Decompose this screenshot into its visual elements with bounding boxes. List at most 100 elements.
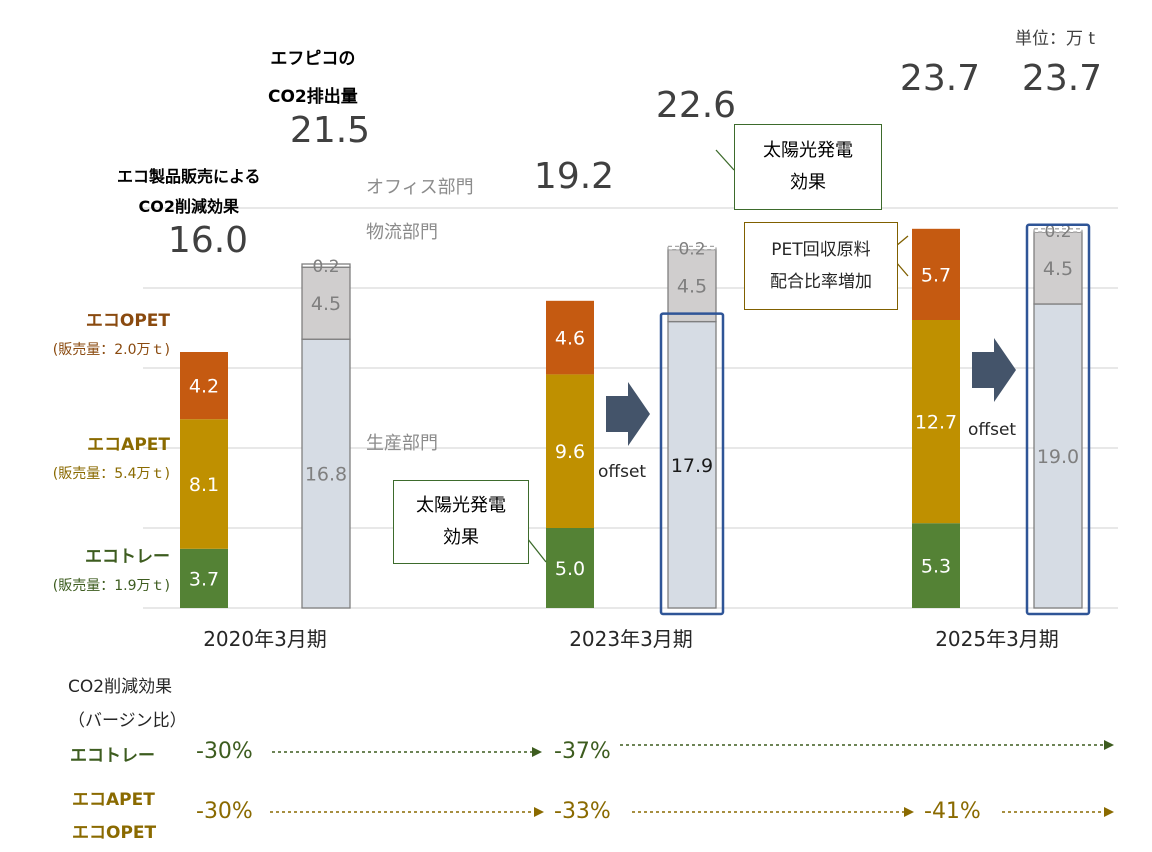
emission-logistics-value-1: 4.5 [677, 276, 707, 298]
solar-callout-2020-line2: 効果 [443, 527, 479, 548]
eco-tray-bar-2 [912, 523, 960, 608]
eco-header-line2: CO2削減効果 [138, 197, 239, 216]
unit-label: 単位：万 t [1015, 29, 1096, 49]
legend-opet-sub: (販売量：2.0万ｔ) [52, 342, 170, 358]
emission-total-0: 21.5 [290, 110, 370, 151]
offset-highlight-box-2 [1025, 223, 1091, 616]
solar-callout-2023: 太陽光発電 効果 [734, 124, 882, 210]
offset-label-2023: offset [598, 462, 647, 482]
tray-arrow-1-head [532, 747, 542, 757]
eco-opet-value-0: 4.2 [189, 376, 219, 398]
emission-logistics-value-2: 4.5 [1043, 258, 1073, 280]
emission-header-line1: エフピコの [270, 49, 356, 69]
legend-apet: エコAPET (販売量：5.4万ｔ) [53, 430, 170, 483]
dept-production-label: 生産部門 [366, 433, 438, 454]
emission-production-value-2: 19.0 [1037, 446, 1079, 468]
eco-header: エコ製品販売による CO2削減効果 [117, 162, 261, 222]
solar-callout-2023-line1: 太陽光発電 [763, 140, 853, 161]
offset-arrow-2025 [972, 338, 1016, 402]
solar-callout-2020: 太陽光発電 効果 [393, 480, 529, 564]
eco-tray-value-1: 5.0 [555, 558, 585, 580]
reduction-title-line2: （バージン比） [68, 711, 187, 731]
emission-office-bar-2 [1033, 228, 1083, 233]
apet-arrow-2-head [904, 807, 914, 817]
emission-logistics-bar-1 [667, 248, 717, 323]
reduction-title-line1: CO2削減効果 [68, 677, 173, 697]
bars: 3.7 8.1 4.2 16.0 16.8 4.5 0.2 21.5 2020年3月期 5.0 9.… [168, 58, 1102, 651]
legend-apet-title: エコAPET [87, 435, 170, 455]
offset-highlight-box-1 [659, 312, 725, 616]
emission-total-1: 22.6 [656, 85, 736, 126]
pet-callout: PET回収原料 配合比率増加 [744, 222, 898, 310]
category-label-2: 2025年3月期 [935, 627, 1059, 651]
eco-opet-bar-0 [180, 352, 228, 420]
eco-opet-bar-2 [912, 228, 960, 320]
pet-callout-text1: PET回収原料 [771, 240, 871, 260]
eco-apet-bar-2 [912, 320, 960, 524]
emission-production-value-1: 17.9 [671, 455, 713, 477]
emission-total-2: 23.7 [1022, 58, 1102, 99]
eco-apet-value-0: 8.1 [189, 474, 219, 496]
reduction-apet-value-2: -33% [554, 799, 611, 824]
offset-arrows [606, 338, 1016, 446]
reduction-arrow-lines [270, 740, 1114, 817]
offset-label-2025: offset [968, 420, 1017, 440]
eco-tray-value-2: 5.3 [921, 556, 951, 578]
legend-opet: エコOPET (販売量：2.0万ｔ) [53, 306, 170, 359]
emission-logistics-bar-0 [301, 266, 351, 340]
legend-tray-sub: (販売量：1.9万ｔ) [52, 578, 170, 594]
reduction-title: CO2削減効果 （バージン比） [68, 670, 187, 738]
emission-production-bar-1 [667, 320, 717, 609]
reduction-opet-label: エコOPET [72, 823, 157, 843]
emission-office-value-2: 0.2 [1044, 222, 1071, 242]
solar-callout-2023-line2: 効果 [790, 172, 826, 193]
eco-tray-bar-0 [180, 548, 228, 608]
legend-apet-sub: (販売量：5.4万ｔ) [52, 466, 170, 482]
pet-callout-line2: 配合比率増加 [770, 272, 872, 292]
category-label-0: 2020年3月期 [203, 627, 327, 651]
offset-arrow-2023 [606, 382, 650, 446]
emission-office-bar-0 [301, 263, 351, 268]
reduction-tray-value-1: -30% [196, 739, 253, 764]
eco-tray-bar-1 [546, 528, 594, 608]
solar-callout-2020-line1: 太陽光発電 [416, 495, 506, 516]
eco-opet-value-2: 5.7 [921, 264, 951, 286]
legend-tray-title: エコトレー [85, 547, 170, 567]
reduction-apet-value-3: -41% [924, 799, 981, 824]
emission-logistics-bar-2 [1033, 231, 1083, 305]
apet-arrow-3-head [1104, 807, 1114, 817]
eco-apet-bar-0 [180, 419, 228, 549]
emission-header-line2: CO2排出量 [268, 87, 358, 107]
tray-arrow-2-head [1104, 740, 1114, 750]
pet-callout-line1: PET回収原料 [771, 234, 870, 266]
eco-total-1: 19.2 [534, 156, 614, 197]
reduction-apet-value-1: -30% [196, 799, 253, 824]
eco-opet-value-1: 4.6 [555, 328, 585, 350]
eco-apet-bar-1 [546, 374, 594, 528]
emission-header: エフピコの CO2排出量 [268, 40, 358, 116]
eco-opet-bar-1 [546, 300, 594, 375]
eco-apet-value-1: 9.6 [555, 441, 585, 463]
eco-apet-value-2: 12.7 [915, 412, 957, 434]
reduction-tray-value-2: -37% [554, 739, 611, 764]
eco-total-2: 23.7 [900, 58, 980, 99]
emission-office-value-0: 0.2 [312, 257, 339, 277]
legend-opet-title: エコOPET [85, 311, 170, 331]
pet-leader [895, 235, 909, 277]
emission-production-bar-0 [301, 338, 351, 609]
legend-tray: エコトレー (販売量：1.9万ｔ) [53, 542, 170, 595]
emission-logistics-value-0: 4.5 [311, 293, 341, 315]
eco-total-0: 16.0 [168, 220, 248, 261]
eco-tray-value-0: 3.7 [189, 568, 219, 590]
solar-2020-leader [526, 537, 547, 563]
emission-office-value-1: 0.2 [678, 239, 705, 259]
reduction-apet-label: エコAPET [72, 790, 155, 810]
dept-logistics-label: 物流部門 [366, 222, 438, 243]
emission-production-value-0: 16.8 [305, 464, 347, 486]
apet-arrow-1-head [534, 807, 544, 817]
eco-header-line1: エコ製品販売による [117, 167, 261, 186]
dept-office-label: オフィス部門 [366, 177, 474, 198]
category-label-1: 2023年3月期 [569, 627, 693, 651]
emission-office-bar-1 [667, 245, 717, 251]
